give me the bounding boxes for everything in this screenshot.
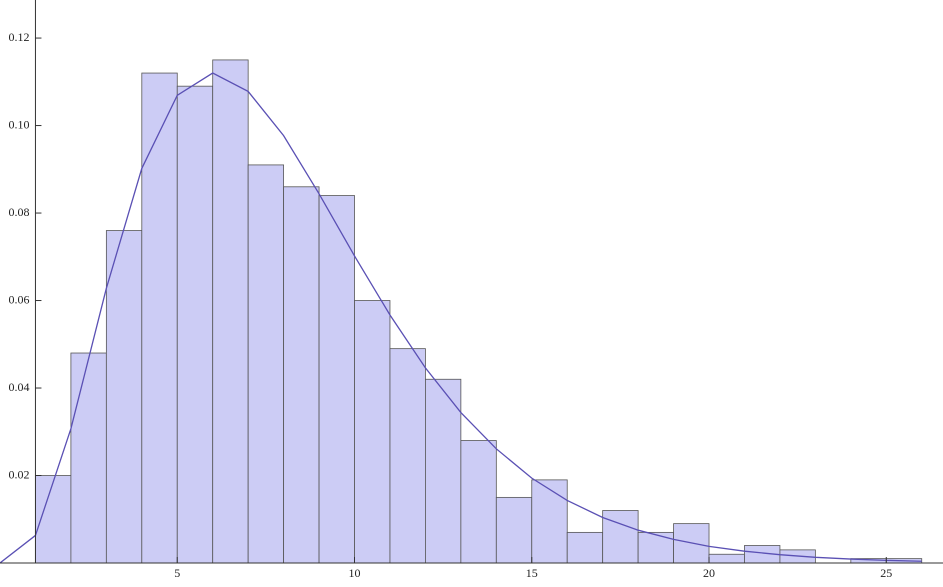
bar bbox=[425, 378, 462, 564]
y-tick-label: 0.04 bbox=[8, 380, 29, 394]
y-tick-label: 0.12 bbox=[8, 30, 29, 44]
bar bbox=[354, 300, 391, 564]
bar bbox=[247, 164, 285, 564]
bar bbox=[460, 440, 497, 564]
x-tick-label: 5 bbox=[174, 566, 180, 580]
bar bbox=[602, 510, 639, 564]
bar bbox=[708, 553, 745, 564]
bar bbox=[566, 531, 604, 564]
bar bbox=[212, 59, 249, 564]
bar bbox=[495, 496, 533, 564]
y-tick-label: 0.10 bbox=[8, 117, 29, 131]
bar bbox=[105, 230, 143, 564]
x-tick-label: 15 bbox=[526, 566, 538, 580]
bar bbox=[176, 85, 214, 564]
y-tick-label: 0.02 bbox=[8, 467, 29, 481]
bar bbox=[531, 479, 568, 564]
bar bbox=[389, 348, 426, 564]
x-tick-label: 25 bbox=[880, 566, 892, 580]
x-tick-label: 10 bbox=[349, 566, 361, 580]
bar bbox=[70, 352, 107, 564]
bar bbox=[283, 186, 320, 564]
fit-curve bbox=[0, 72, 922, 564]
bar bbox=[141, 72, 178, 564]
bar bbox=[637, 531, 674, 564]
y-tick-label: 0.08 bbox=[8, 205, 29, 219]
y-tick-label: 0.06 bbox=[8, 292, 29, 306]
bar bbox=[318, 195, 355, 564]
x-tick-label: 20 bbox=[703, 566, 715, 580]
